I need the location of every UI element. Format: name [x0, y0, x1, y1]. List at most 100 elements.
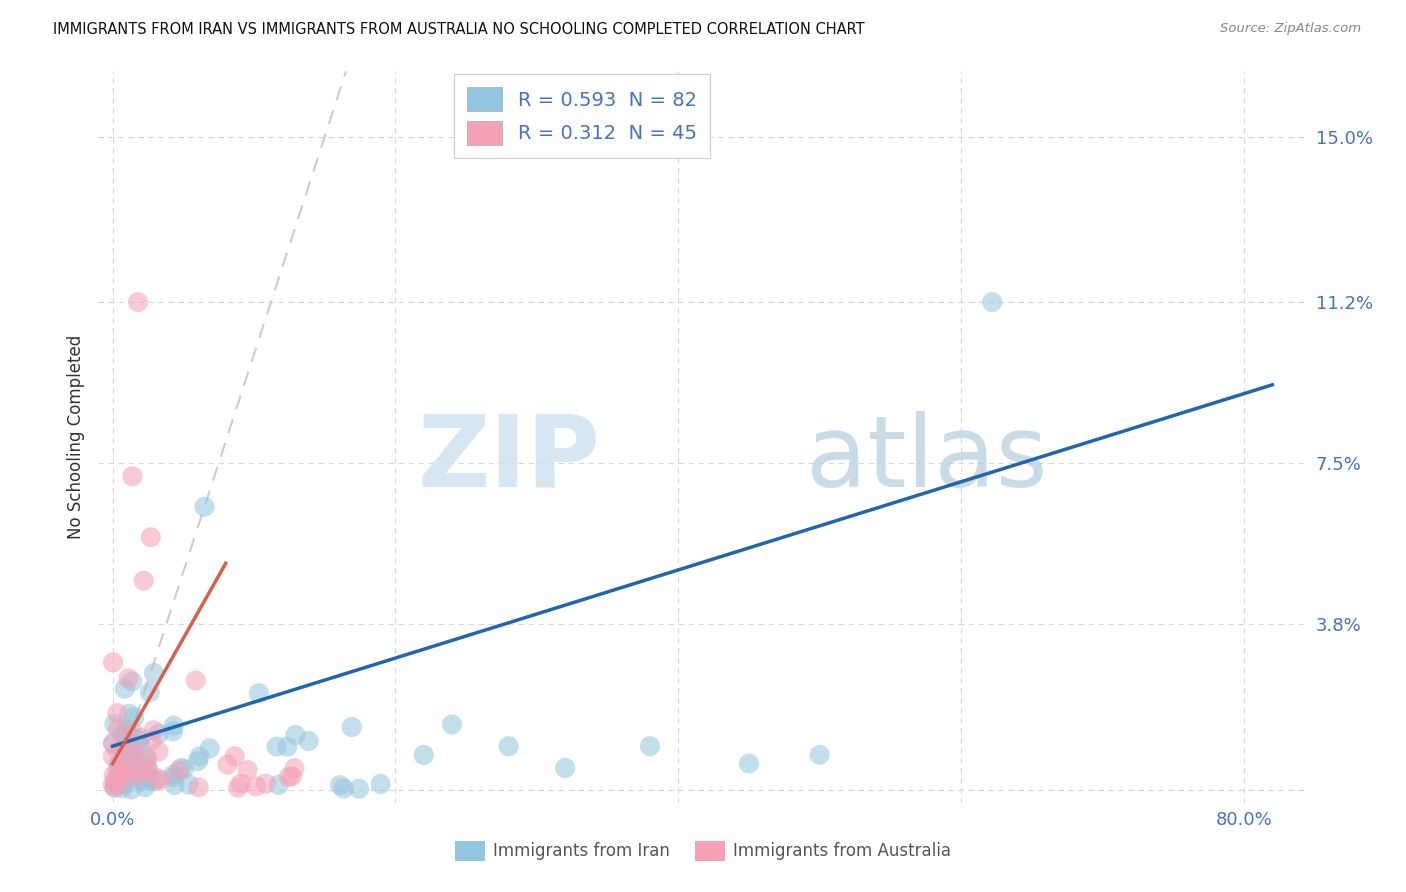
Point [104, 773, 127, 788]
Point [101, 778, 124, 792]
Point [173, 762, 195, 776]
Point [738, 756, 761, 771]
Point [332, 781, 354, 796]
Point [107, 778, 129, 792]
Point [114, 681, 136, 696]
Point [188, 749, 211, 764]
Point [111, 781, 134, 796]
Point [108, 764, 131, 778]
Point [121, 469, 143, 483]
Point [110, 772, 132, 786]
Point [329, 778, 352, 792]
Point [247, 686, 270, 700]
Point [136, 762, 159, 776]
Point [236, 763, 259, 777]
Point [276, 739, 298, 754]
Point [139, 530, 162, 544]
Text: IMMIGRANTS FROM IRAN VS IMMIGRANTS FROM AUSTRALIA NO SCHOOLING COMPLETED CORRELA: IMMIGRANTS FROM IRAN VS IMMIGRANTS FROM … [53, 22, 865, 37]
Point [122, 710, 145, 724]
Point [143, 665, 166, 680]
Point [187, 754, 209, 768]
Point [105, 776, 128, 790]
Point [107, 743, 129, 757]
Point [170, 761, 193, 775]
Point [139, 685, 162, 699]
Point [107, 722, 129, 736]
Point [136, 762, 159, 776]
Point [112, 727, 135, 741]
Point [122, 746, 145, 760]
Point [103, 768, 125, 782]
Point [120, 751, 142, 765]
Point [117, 745, 139, 759]
Point [132, 574, 155, 588]
Point [131, 763, 153, 777]
Point [412, 747, 434, 762]
Point [284, 728, 307, 742]
Point [128, 739, 150, 753]
Point [112, 743, 135, 757]
Point [187, 780, 209, 795]
Point [127, 733, 149, 747]
Point [135, 752, 157, 766]
Point [121, 769, 143, 783]
Point [110, 760, 132, 774]
Point [121, 724, 143, 739]
Point [120, 782, 142, 797]
Point [217, 757, 239, 772]
Point [103, 717, 125, 731]
Point [107, 764, 129, 778]
Point [121, 674, 143, 689]
Point [112, 777, 135, 791]
Point [117, 739, 139, 754]
Legend: Immigrants from Iran, Immigrants from Australia: Immigrants from Iran, Immigrants from Au… [449, 834, 957, 868]
Point [638, 739, 661, 754]
Point [120, 743, 142, 757]
Point [148, 745, 170, 759]
Point [298, 734, 321, 748]
Point [118, 761, 141, 775]
Point [134, 780, 156, 795]
Point [198, 741, 221, 756]
Point [267, 778, 290, 792]
Point [226, 780, 249, 795]
Point [981, 295, 1004, 310]
Point [117, 762, 139, 776]
Point [142, 723, 165, 738]
Point [245, 780, 267, 794]
Point [111, 775, 134, 789]
Point [148, 726, 170, 740]
Text: atlas: atlas [806, 410, 1047, 508]
Point [163, 778, 186, 792]
Point [101, 656, 124, 670]
Point [184, 673, 207, 688]
Point [340, 720, 363, 734]
Text: Source: ZipAtlas.com: Source: ZipAtlas.com [1220, 22, 1361, 36]
Point [115, 767, 138, 781]
Point [149, 772, 172, 787]
Point [117, 770, 139, 784]
Point [107, 757, 129, 772]
Point [177, 778, 200, 792]
Point [138, 774, 160, 789]
Point [224, 749, 246, 764]
Point [101, 737, 124, 751]
Point [347, 781, 370, 796]
Point [115, 764, 138, 778]
Point [129, 731, 152, 745]
Point [103, 780, 125, 795]
Point [162, 770, 184, 784]
Point [104, 780, 127, 794]
Point [254, 777, 277, 791]
Point [131, 773, 153, 788]
Point [114, 766, 136, 780]
Point [162, 724, 184, 739]
Point [134, 756, 156, 771]
Point [121, 742, 143, 756]
Point [127, 295, 149, 310]
Point [127, 769, 149, 783]
Point [554, 761, 576, 775]
Point [283, 761, 305, 775]
Point [266, 739, 288, 754]
Point [118, 706, 141, 721]
